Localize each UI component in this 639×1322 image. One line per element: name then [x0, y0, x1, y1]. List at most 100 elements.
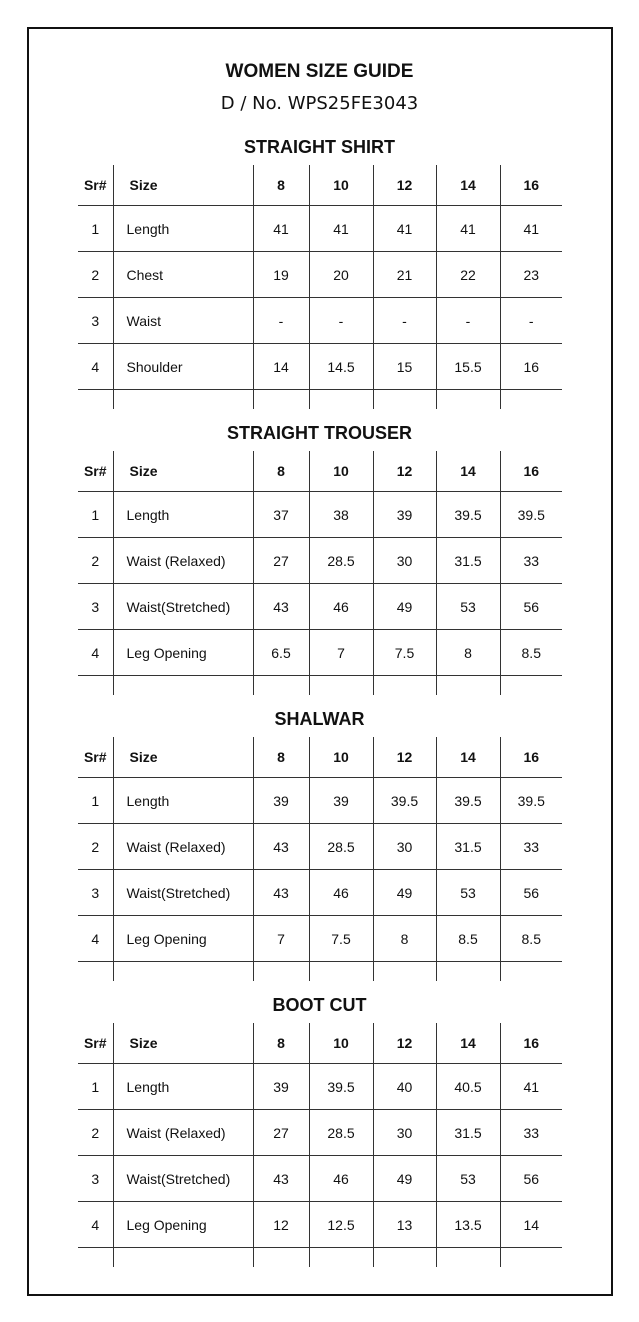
measurement-label: Length	[112, 777, 253, 824]
row-number: 1	[78, 205, 113, 252]
size-column-header: 8	[252, 1023, 309, 1064]
sr-header: Sr#	[78, 1023, 113, 1064]
size-column-header: 16	[499, 737, 562, 778]
measurement-label: Waist (Relaxed)	[112, 537, 253, 584]
measurement-value: 37	[252, 491, 309, 538]
measurement-label: Chest	[112, 251, 253, 298]
section-title: STRAIGHT TROUSER	[226, 423, 412, 443]
measurement-value: 53	[435, 583, 500, 630]
blank-cell	[499, 675, 562, 695]
measurement-value: 43	[252, 1155, 309, 1202]
measurement-value: 56	[499, 869, 562, 916]
measurement-label: Length	[112, 205, 253, 252]
table-row: 3 Waist(Stretched) 43 46 49 53 56	[78, 1155, 562, 1202]
measurement-value: 49	[372, 869, 436, 916]
design-number: D / No. WPS25FE3043	[220, 93, 419, 114]
sr-header: Sr#	[78, 737, 113, 778]
size-column-header: 10	[308, 165, 373, 206]
measurement-value: 39.5	[372, 777, 436, 824]
measurement-value: 53	[435, 869, 500, 916]
table-row: 3 Waist - - - - -	[78, 297, 562, 344]
table-row: 4 Leg Opening 7 7.5 8 8.5 8.5	[78, 915, 562, 962]
measurement-value: 31.5	[435, 537, 500, 584]
measurement-value: 12	[252, 1201, 309, 1248]
blank-cell	[308, 961, 373, 981]
blank-row	[78, 1247, 562, 1267]
size-column-header: 16	[499, 165, 562, 206]
measurement-value: 30	[372, 1109, 436, 1156]
measurement-value: 39.5	[435, 777, 500, 824]
blank-cell	[499, 961, 562, 981]
measurement-value: 46	[308, 1155, 373, 1202]
measurement-value: 40.5	[435, 1063, 500, 1110]
blank-cell	[112, 1247, 253, 1267]
size-column-header: 14	[435, 1023, 500, 1064]
size-header: Size	[112, 737, 253, 778]
measurement-value: 43	[252, 823, 309, 870]
measurement-value: 8	[435, 629, 500, 676]
measurement-value: 27	[252, 537, 309, 584]
measurement-label: Waist(Stretched)	[112, 869, 253, 916]
table-row: 1 Length 39 39 39.5 39.5 39.5	[78, 777, 562, 824]
section-title: BOOT CUT	[272, 995, 367, 1015]
table-row: 4 Leg Opening 12 12.5 13 13.5 14	[78, 1201, 562, 1248]
size-column-header: 8	[252, 165, 309, 206]
measurement-value: 27	[252, 1109, 309, 1156]
blank-cell	[112, 675, 253, 695]
measurement-value: 14	[252, 343, 309, 390]
size-column-header: 16	[499, 451, 562, 492]
size-column-header: 8	[252, 451, 309, 492]
blank-cell	[308, 1247, 373, 1267]
blank-cell	[499, 1247, 562, 1267]
size-column-header: 12	[372, 451, 436, 492]
measurement-label: Waist (Relaxed)	[112, 823, 253, 870]
table-row: 2 Chest 19 20 21 22 23	[78, 251, 562, 298]
table-row: 2 Waist (Relaxed) 27 28.5 30 31.5 33	[78, 537, 562, 584]
size-column-header: 12	[372, 737, 436, 778]
measurement-value: 39	[372, 491, 436, 538]
section-title: SHALWAR	[274, 709, 365, 729]
measurement-value: 19	[252, 251, 309, 298]
sr-header: Sr#	[78, 165, 113, 206]
measurement-value: 28.5	[308, 823, 373, 870]
measurement-value: 15	[372, 343, 436, 390]
blank-row	[78, 389, 562, 409]
table-row: 1 Length 37 38 39 39.5 39.5	[78, 491, 562, 538]
measurement-label: Waist(Stretched)	[112, 583, 253, 630]
size-table: Sr# Size 8 10 12 14 16 1 Length 39 39 39.5 39.5 39…	[78, 737, 562, 981]
row-number: 3	[78, 297, 113, 344]
size-column-header: 12	[372, 1023, 436, 1064]
header-row: Sr# Size 8 10 12 14 16	[78, 737, 562, 778]
size-column-header: 12	[372, 165, 436, 206]
measurement-value: 39	[252, 1063, 309, 1110]
row-number: 4	[78, 1201, 113, 1248]
blank-cell	[435, 961, 500, 981]
measurement-value: -	[435, 297, 500, 344]
table-row: 3 Waist(Stretched) 43 46 49 53 56	[78, 583, 562, 630]
blank-cell	[372, 675, 436, 695]
measurement-value: 31.5	[435, 1109, 500, 1156]
measurement-value: 41	[372, 205, 436, 252]
measurement-value: 28.5	[308, 537, 373, 584]
page-border	[27, 27, 613, 1296]
measurement-value: 39.5	[435, 491, 500, 538]
header-row: Sr# Size 8 10 12 14 16	[78, 451, 562, 492]
measurement-value: -	[372, 297, 436, 344]
measurement-value: 13	[372, 1201, 436, 1248]
measurement-value: 8.5	[499, 629, 562, 676]
measurement-value: 31.5	[435, 823, 500, 870]
measurement-value: 7.5	[372, 629, 436, 676]
measurement-label: Length	[112, 491, 253, 538]
measurement-value: 56	[499, 1155, 562, 1202]
blank-row	[78, 675, 562, 695]
measurement-value: 28.5	[308, 1109, 373, 1156]
measurement-value: 41	[308, 205, 373, 252]
measurement-label: Shoulder	[112, 343, 253, 390]
measurement-label: Waist (Relaxed)	[112, 1109, 253, 1156]
sr-header: Sr#	[78, 451, 113, 492]
row-number: 3	[78, 869, 113, 916]
measurement-value: 33	[499, 1109, 562, 1156]
measurement-value: 43	[252, 583, 309, 630]
measurement-value: 39.5	[308, 1063, 373, 1110]
measurement-value: 21	[372, 251, 436, 298]
